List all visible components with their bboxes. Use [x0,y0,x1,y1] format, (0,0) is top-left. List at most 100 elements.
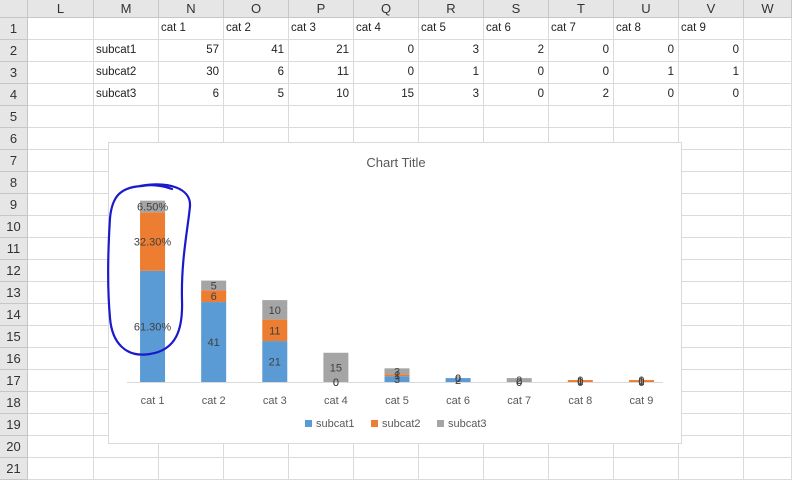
cell-w6[interactable] [744,128,792,150]
column-header-n[interactable]: N [159,0,224,18]
cell-u2[interactable]: 0 [614,40,679,62]
cell-w13[interactable] [744,282,792,304]
column-header-m[interactable]: M [94,0,159,18]
column-header-o[interactable]: O [224,0,289,18]
cell-p1[interactable]: cat 3 [289,18,354,40]
cell-v15[interactable] [679,326,744,348]
row-header-2[interactable]: 2 [0,40,28,62]
row-header-8[interactable]: 8 [0,172,28,194]
cell-o21[interactable] [224,458,289,480]
cell-v1[interactable]: cat 9 [679,18,744,40]
cell-n20[interactable] [159,436,224,458]
row-header-13[interactable]: 13 [0,282,28,304]
cell-l19[interactable] [28,414,94,436]
cell-v5[interactable] [679,106,744,128]
cell-w9[interactable] [744,194,792,216]
cell-u3[interactable]: 1 [614,62,679,84]
cell-v3[interactable]: 1 [679,62,744,84]
cell-w7[interactable] [744,150,792,172]
cell-w12[interactable] [744,260,792,282]
cell-v14[interactable] [679,304,744,326]
cell-l11[interactable] [28,238,94,260]
cell-v19[interactable] [679,414,744,436]
cell-s5[interactable] [484,106,549,128]
cell-l2[interactable] [28,40,94,62]
cell-p2[interactable]: 21 [289,40,354,62]
cell-v10[interactable] [679,216,744,238]
cell-m5[interactable] [94,106,159,128]
cell-n3[interactable]: 30 [159,62,224,84]
cell-v20[interactable] [679,436,744,458]
cell-p20[interactable] [289,436,354,458]
cell-s1[interactable]: cat 6 [484,18,549,40]
cell-t3[interactable]: 0 [549,62,614,84]
column-header-r[interactable]: R [419,0,484,18]
cell-l18[interactable] [28,392,94,414]
cell-l4[interactable] [28,84,94,106]
cell-w4[interactable] [744,84,792,106]
cell-v11[interactable] [679,238,744,260]
cell-q5[interactable] [354,106,419,128]
cell-v8[interactable] [679,172,744,194]
cell-l8[interactable] [28,172,94,194]
cell-m21[interactable] [94,458,159,480]
cell-v2[interactable]: 0 [679,40,744,62]
cell-p3[interactable]: 11 [289,62,354,84]
cell-w16[interactable] [744,348,792,370]
cell-r2[interactable]: 3 [419,40,484,62]
cell-l10[interactable] [28,216,94,238]
row-header-14[interactable]: 14 [0,304,28,326]
cell-o20[interactable] [224,436,289,458]
column-header-v[interactable]: V [679,0,744,18]
cell-l5[interactable] [28,106,94,128]
cell-w8[interactable] [744,172,792,194]
cell-n5[interactable] [159,106,224,128]
cell-u4[interactable]: 0 [614,84,679,106]
row-header-15[interactable]: 15 [0,326,28,348]
cell-r5[interactable] [419,106,484,128]
row-header-5[interactable]: 5 [0,106,28,128]
cell-p5[interactable] [289,106,354,128]
cell-n4[interactable]: 6 [159,84,224,106]
cell-v12[interactable] [679,260,744,282]
row-header-17[interactable]: 17 [0,370,28,392]
cell-l1[interactable] [28,18,94,40]
cell-v16[interactable] [679,348,744,370]
cell-l16[interactable] [28,348,94,370]
cell-w20[interactable] [744,436,792,458]
cell-v6[interactable] [679,128,744,150]
row-header-21[interactable]: 21 [0,458,28,480]
cell-w17[interactable] [744,370,792,392]
cell-u5[interactable] [614,106,679,128]
cell-n1[interactable]: cat 1 [159,18,224,40]
cell-p21[interactable] [289,458,354,480]
cell-q2[interactable]: 0 [354,40,419,62]
cell-w5[interactable] [744,106,792,128]
cell-v7[interactable] [679,150,744,172]
cell-s21[interactable] [484,458,549,480]
cell-v4[interactable]: 0 [679,84,744,106]
cell-u1[interactable]: cat 8 [614,18,679,40]
row-header-3[interactable]: 3 [0,62,28,84]
cell-q4[interactable]: 15 [354,84,419,106]
row-header-12[interactable]: 12 [0,260,28,282]
row-header-20[interactable]: 20 [0,436,28,458]
cell-l21[interactable] [28,458,94,480]
column-header-q[interactable]: Q [354,0,419,18]
cell-v13[interactable] [679,282,744,304]
cell-l6[interactable] [28,128,94,150]
cell-l17[interactable] [28,370,94,392]
column-header-w[interactable]: W [744,0,792,18]
cell-n21[interactable] [159,458,224,480]
cell-o2[interactable]: 41 [224,40,289,62]
column-header-p[interactable]: P [289,0,354,18]
cell-w14[interactable] [744,304,792,326]
cell-q1[interactable]: cat 4 [354,18,419,40]
column-header-u[interactable]: U [614,0,679,18]
cell-v17[interactable] [679,370,744,392]
cell-t21[interactable] [549,458,614,480]
cell-w18[interactable] [744,392,792,414]
cell-r3[interactable]: 1 [419,62,484,84]
cell-l9[interactable] [28,194,94,216]
row-header-18[interactable]: 18 [0,392,28,414]
